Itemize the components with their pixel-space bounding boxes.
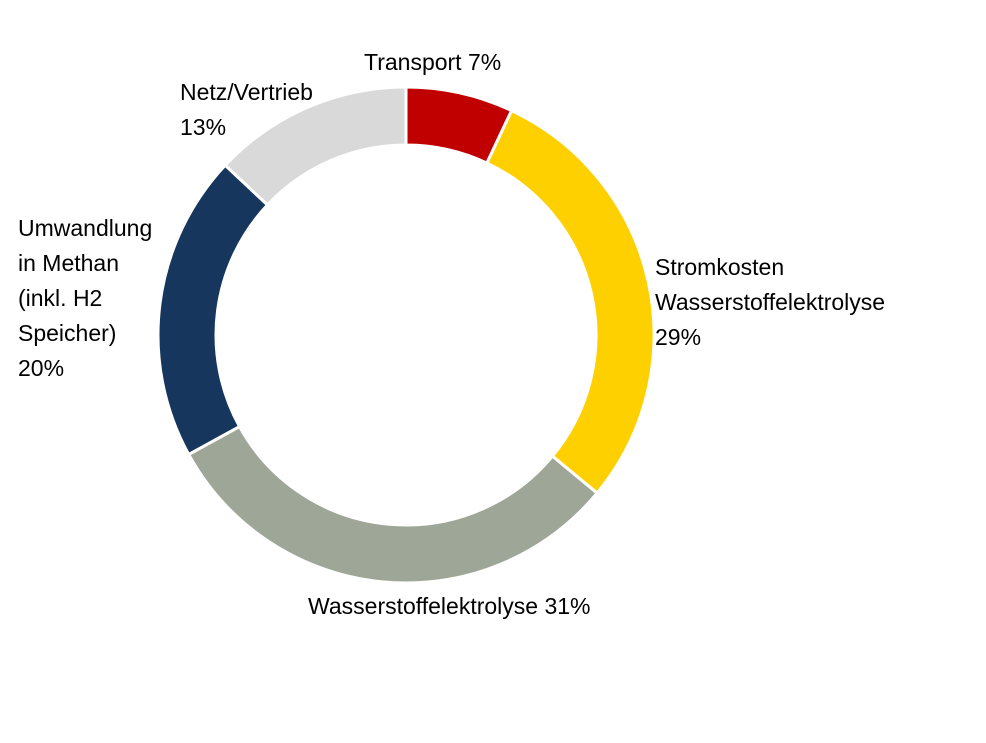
slice-label-line: Umwandlung xyxy=(18,215,152,241)
slice-label-line: Netz/Vertrieb xyxy=(180,79,313,105)
slice-label-line: Speicher) xyxy=(18,320,116,346)
slice-label-5: Netz/Vertrieb 13% xyxy=(180,79,313,140)
slice-label-3: Wasserstoffelektrolyse 31% xyxy=(308,593,591,619)
donut-slice-4 xyxy=(156,163,270,457)
slice-label-line: (inkl. H2 xyxy=(18,285,102,311)
slice-label-2: Stromkosten Wasserstoffelektrolyse 29% xyxy=(655,254,885,350)
donut-slice-3 xyxy=(186,424,600,585)
slice-label-line: 29% xyxy=(655,324,701,350)
slice-labels: Transport 7% Stromkosten Wasserstoffelektr… xyxy=(18,49,885,619)
slice-label-line: 20% xyxy=(18,355,64,381)
donut-slices xyxy=(156,85,656,585)
slice-label-line: Transport 7% xyxy=(364,49,501,75)
slice-label-line: Wasserstoffelektrolyse xyxy=(655,289,885,315)
slice-label-1: Transport 7% xyxy=(364,49,501,75)
donut-slice-5 xyxy=(223,85,408,208)
slice-label-line: Wasserstoffelektrolyse 31% xyxy=(308,593,591,619)
slice-label-line: Stromkosten xyxy=(655,254,784,280)
donut-slice-2 xyxy=(484,108,656,496)
slice-label-4: Umwandlung in Methan (inkl. H2 Speicher) 20% xyxy=(18,215,152,381)
slice-label-line: in Methan xyxy=(18,250,119,276)
slice-label-line: 13% xyxy=(180,114,226,140)
